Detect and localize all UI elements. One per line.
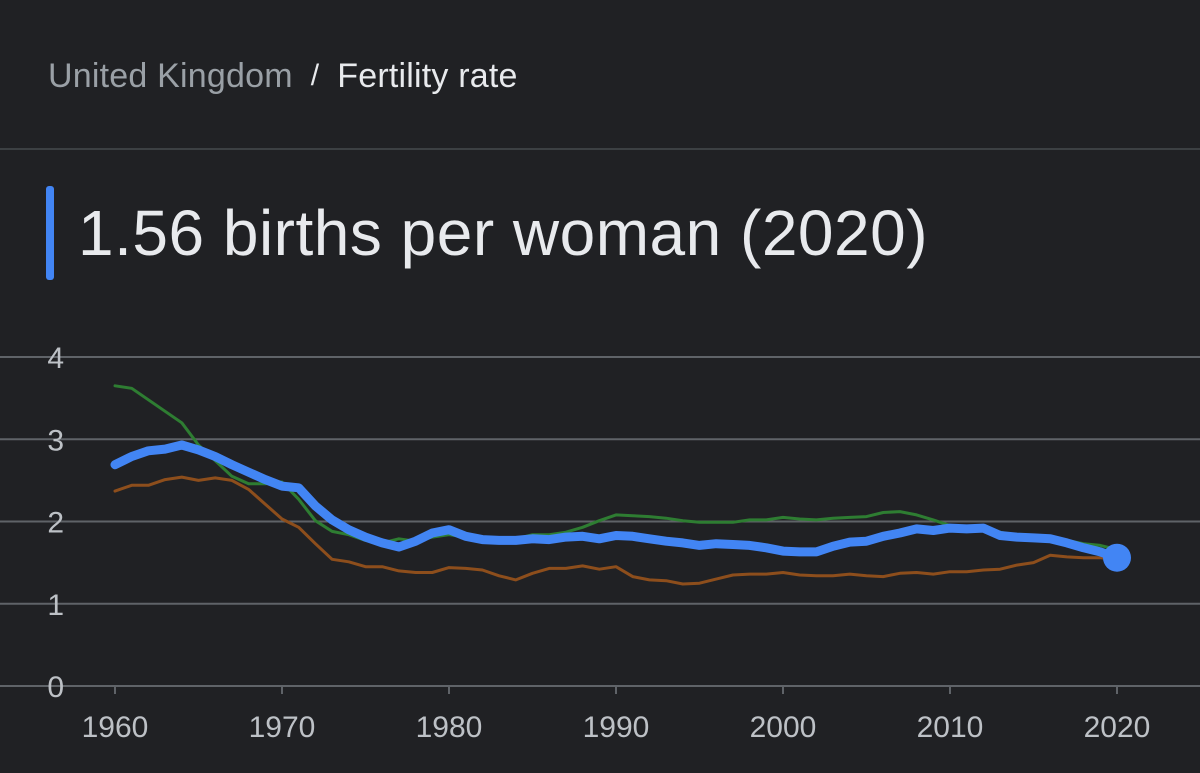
breadcrumb-separator: / (310, 59, 320, 92)
y-tick-label: 3 (47, 424, 64, 457)
breadcrumb-current-page: Fertility rate (337, 56, 518, 95)
headline-accent-bar (46, 186, 54, 280)
series-line-primary (110, 440, 1122, 563)
y-tick-label: 1 (47, 589, 64, 622)
x-tick-label: 1990 (583, 711, 650, 744)
x-tick-label: 2010 (917, 711, 984, 744)
latest-value-point[interactable] (1103, 543, 1131, 572)
header-divider (0, 148, 1200, 150)
headline-value: 1.56 births per woman (2020) (78, 197, 928, 269)
x-axis-ticks: 1960 1970 1980 1990 2000 2010 2020 (82, 687, 1151, 744)
x-tick-label: 2020 (1084, 711, 1151, 744)
x-tick-label: 1960 (82, 711, 149, 744)
breadcrumb-country-link[interactable]: United Kingdom (48, 56, 293, 95)
series-points (1103, 543, 1131, 572)
fertility-rate-chart[interactable]: 0 1 2 3 4 1960 1970 1980 1990 2000 2010 2020 (0, 330, 1200, 773)
breadcrumb: United Kingdom / Fertility rate (48, 52, 518, 100)
series-line-comparison-2 (113, 475, 1119, 586)
x-tick-label: 1970 (249, 711, 316, 744)
headline: 1.56 births per woman (2020) (46, 186, 928, 280)
x-tick-label: 1980 (416, 711, 483, 744)
series-lines (110, 384, 1122, 586)
y-axis-ticks: 0 1 2 3 4 (47, 342, 64, 704)
y-tick-label: 2 (47, 507, 64, 540)
y-tick-label: 0 (47, 671, 64, 704)
x-tick-label: 2000 (750, 711, 817, 744)
y-tick-label: 4 (47, 342, 64, 375)
